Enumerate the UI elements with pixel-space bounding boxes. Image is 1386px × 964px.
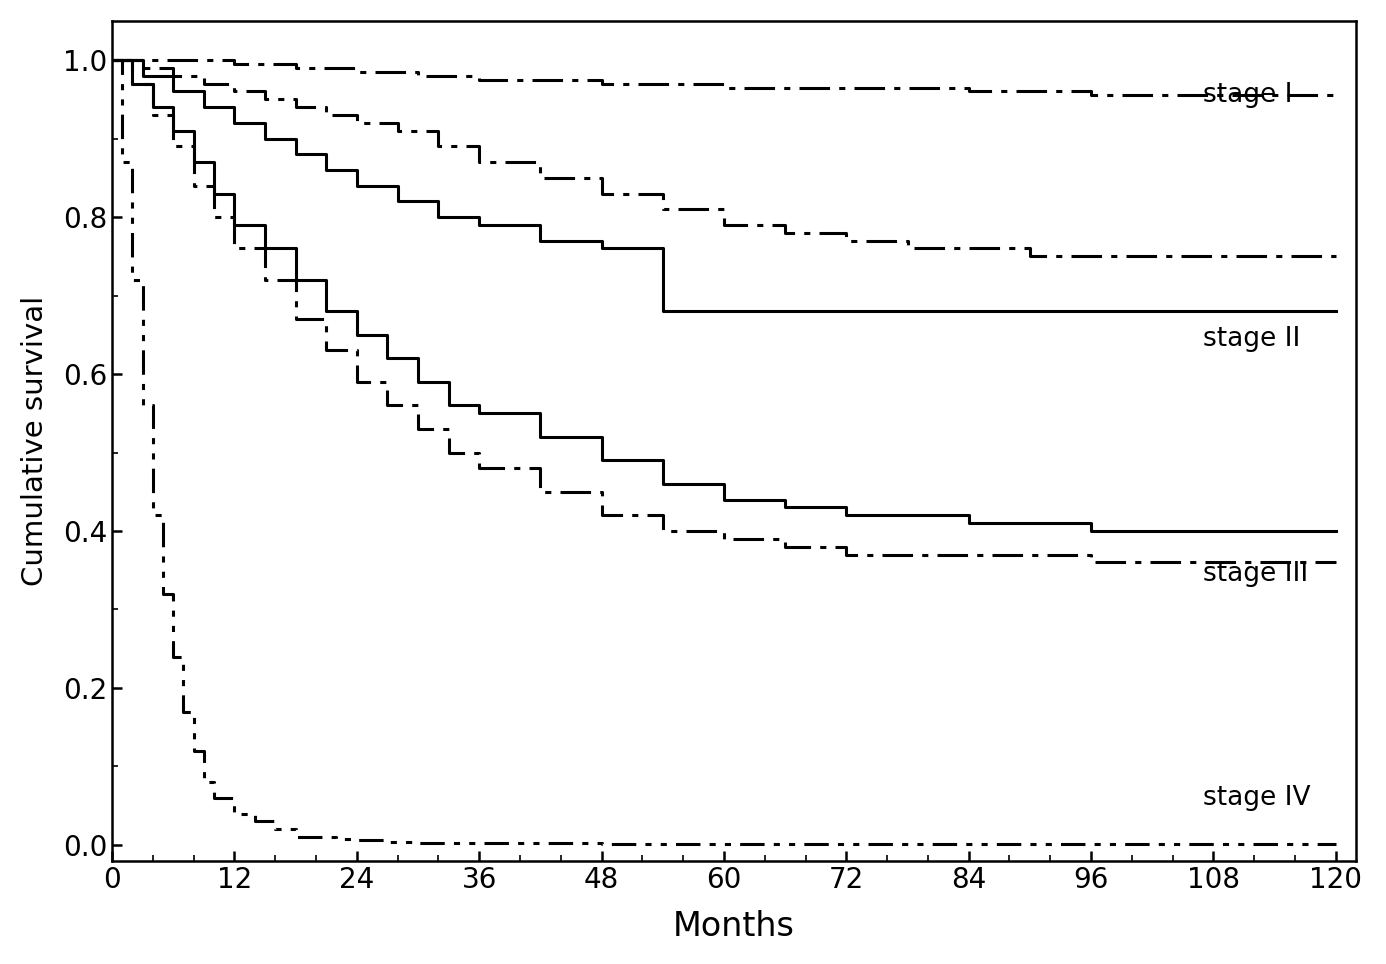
Text: stage I: stage I: [1203, 82, 1293, 108]
Y-axis label: Cumulative survival: Cumulative survival: [21, 296, 49, 586]
X-axis label: Months: Months: [674, 910, 796, 943]
Text: stage II: stage II: [1203, 326, 1300, 352]
Text: stage IV: stage IV: [1203, 785, 1311, 811]
Text: stage III: stage III: [1203, 561, 1308, 587]
